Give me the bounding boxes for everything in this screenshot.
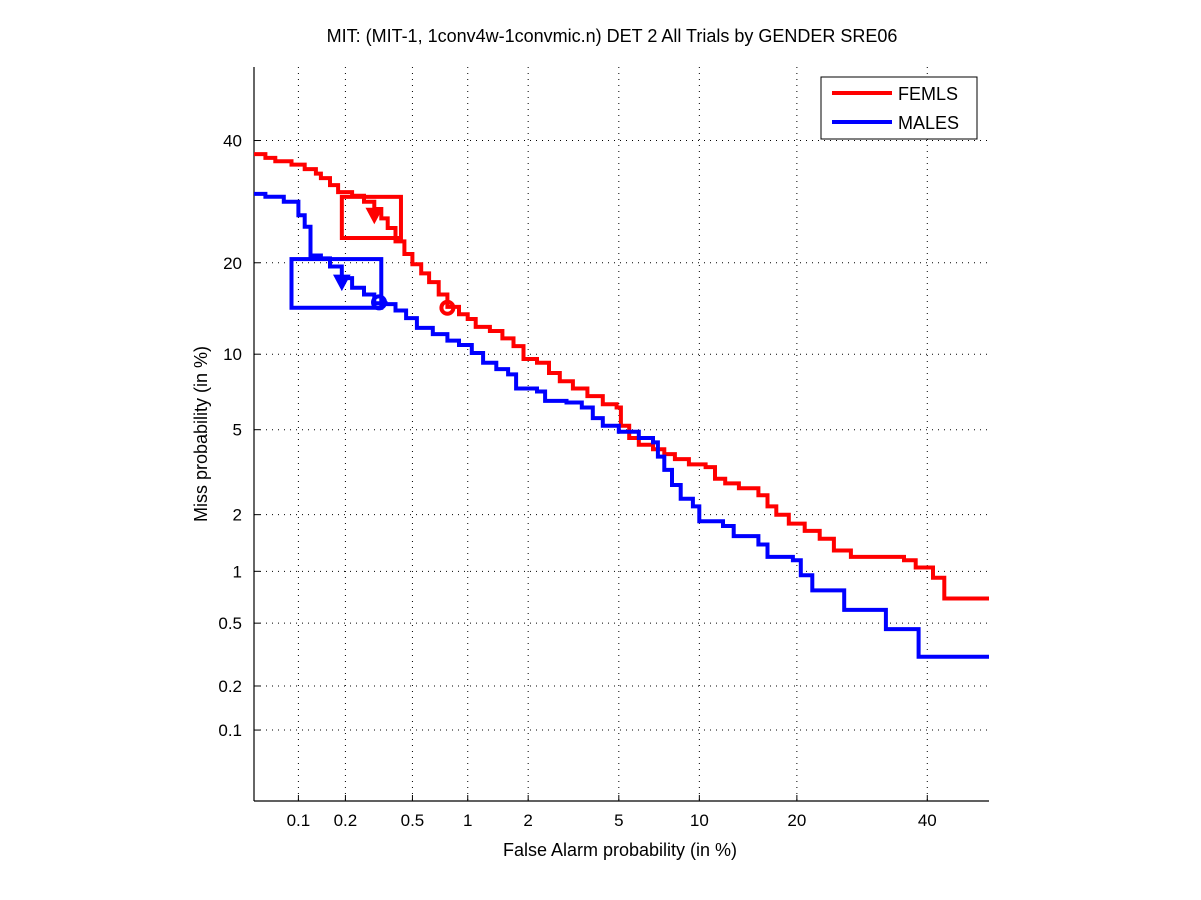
y-tick-label: 5: [233, 421, 242, 440]
legend: FEMLS MALES: [820, 76, 978, 140]
x-tick-label: 40: [918, 811, 937, 830]
y-tick-label: 10: [223, 345, 242, 364]
y-tick-label: 20: [223, 254, 242, 273]
x-tick-label: 0.1: [287, 811, 311, 830]
y-tick-label: 2: [233, 506, 242, 525]
y-tick-label: 1: [233, 562, 242, 581]
actual-dcf-marker-males: [333, 274, 351, 292]
x-tick-label: 1: [463, 811, 472, 830]
chart-title: MIT: (MIT-1, 1conv4w-1convmic.n) DET 2 A…: [327, 26, 898, 46]
confidence-box-femls: [339, 194, 403, 241]
legend-label-femls: FEMLS: [898, 84, 958, 104]
y-axis-label: Miss probability (in %): [191, 346, 211, 522]
x-tick-label: 20: [787, 811, 806, 830]
axes: [253, 67, 989, 802]
ticks: 0.1 0.2 0.5 1 2 5 10 20 40 0.1 0.2 0.5 1 2 5 10 20 40: [218, 132, 936, 830]
x-axis-label: False Alarm probability (in %): [503, 840, 737, 860]
x-tick-label: 0.5: [401, 811, 425, 830]
y-tick-label: 0.2: [218, 677, 242, 696]
confidence-box-males: [289, 257, 384, 310]
x-tick-label: 0.2: [334, 811, 358, 830]
legend-label-males: MALES: [898, 113, 959, 133]
y-tick-label: 0.5: [218, 614, 242, 633]
legend-box: [820, 76, 978, 140]
x-tick-label: 5: [614, 811, 623, 830]
grid: [254, 67, 989, 801]
actual-dcf-marker-femls: [365, 207, 384, 225]
y-tick-label: 0.1: [218, 721, 242, 740]
x-tick-label: 2: [523, 811, 532, 830]
series: [254, 152, 989, 659]
x-tick-label: 10: [690, 811, 709, 830]
series-line-femls: [254, 152, 989, 601]
y-tick-label: 40: [223, 132, 242, 151]
